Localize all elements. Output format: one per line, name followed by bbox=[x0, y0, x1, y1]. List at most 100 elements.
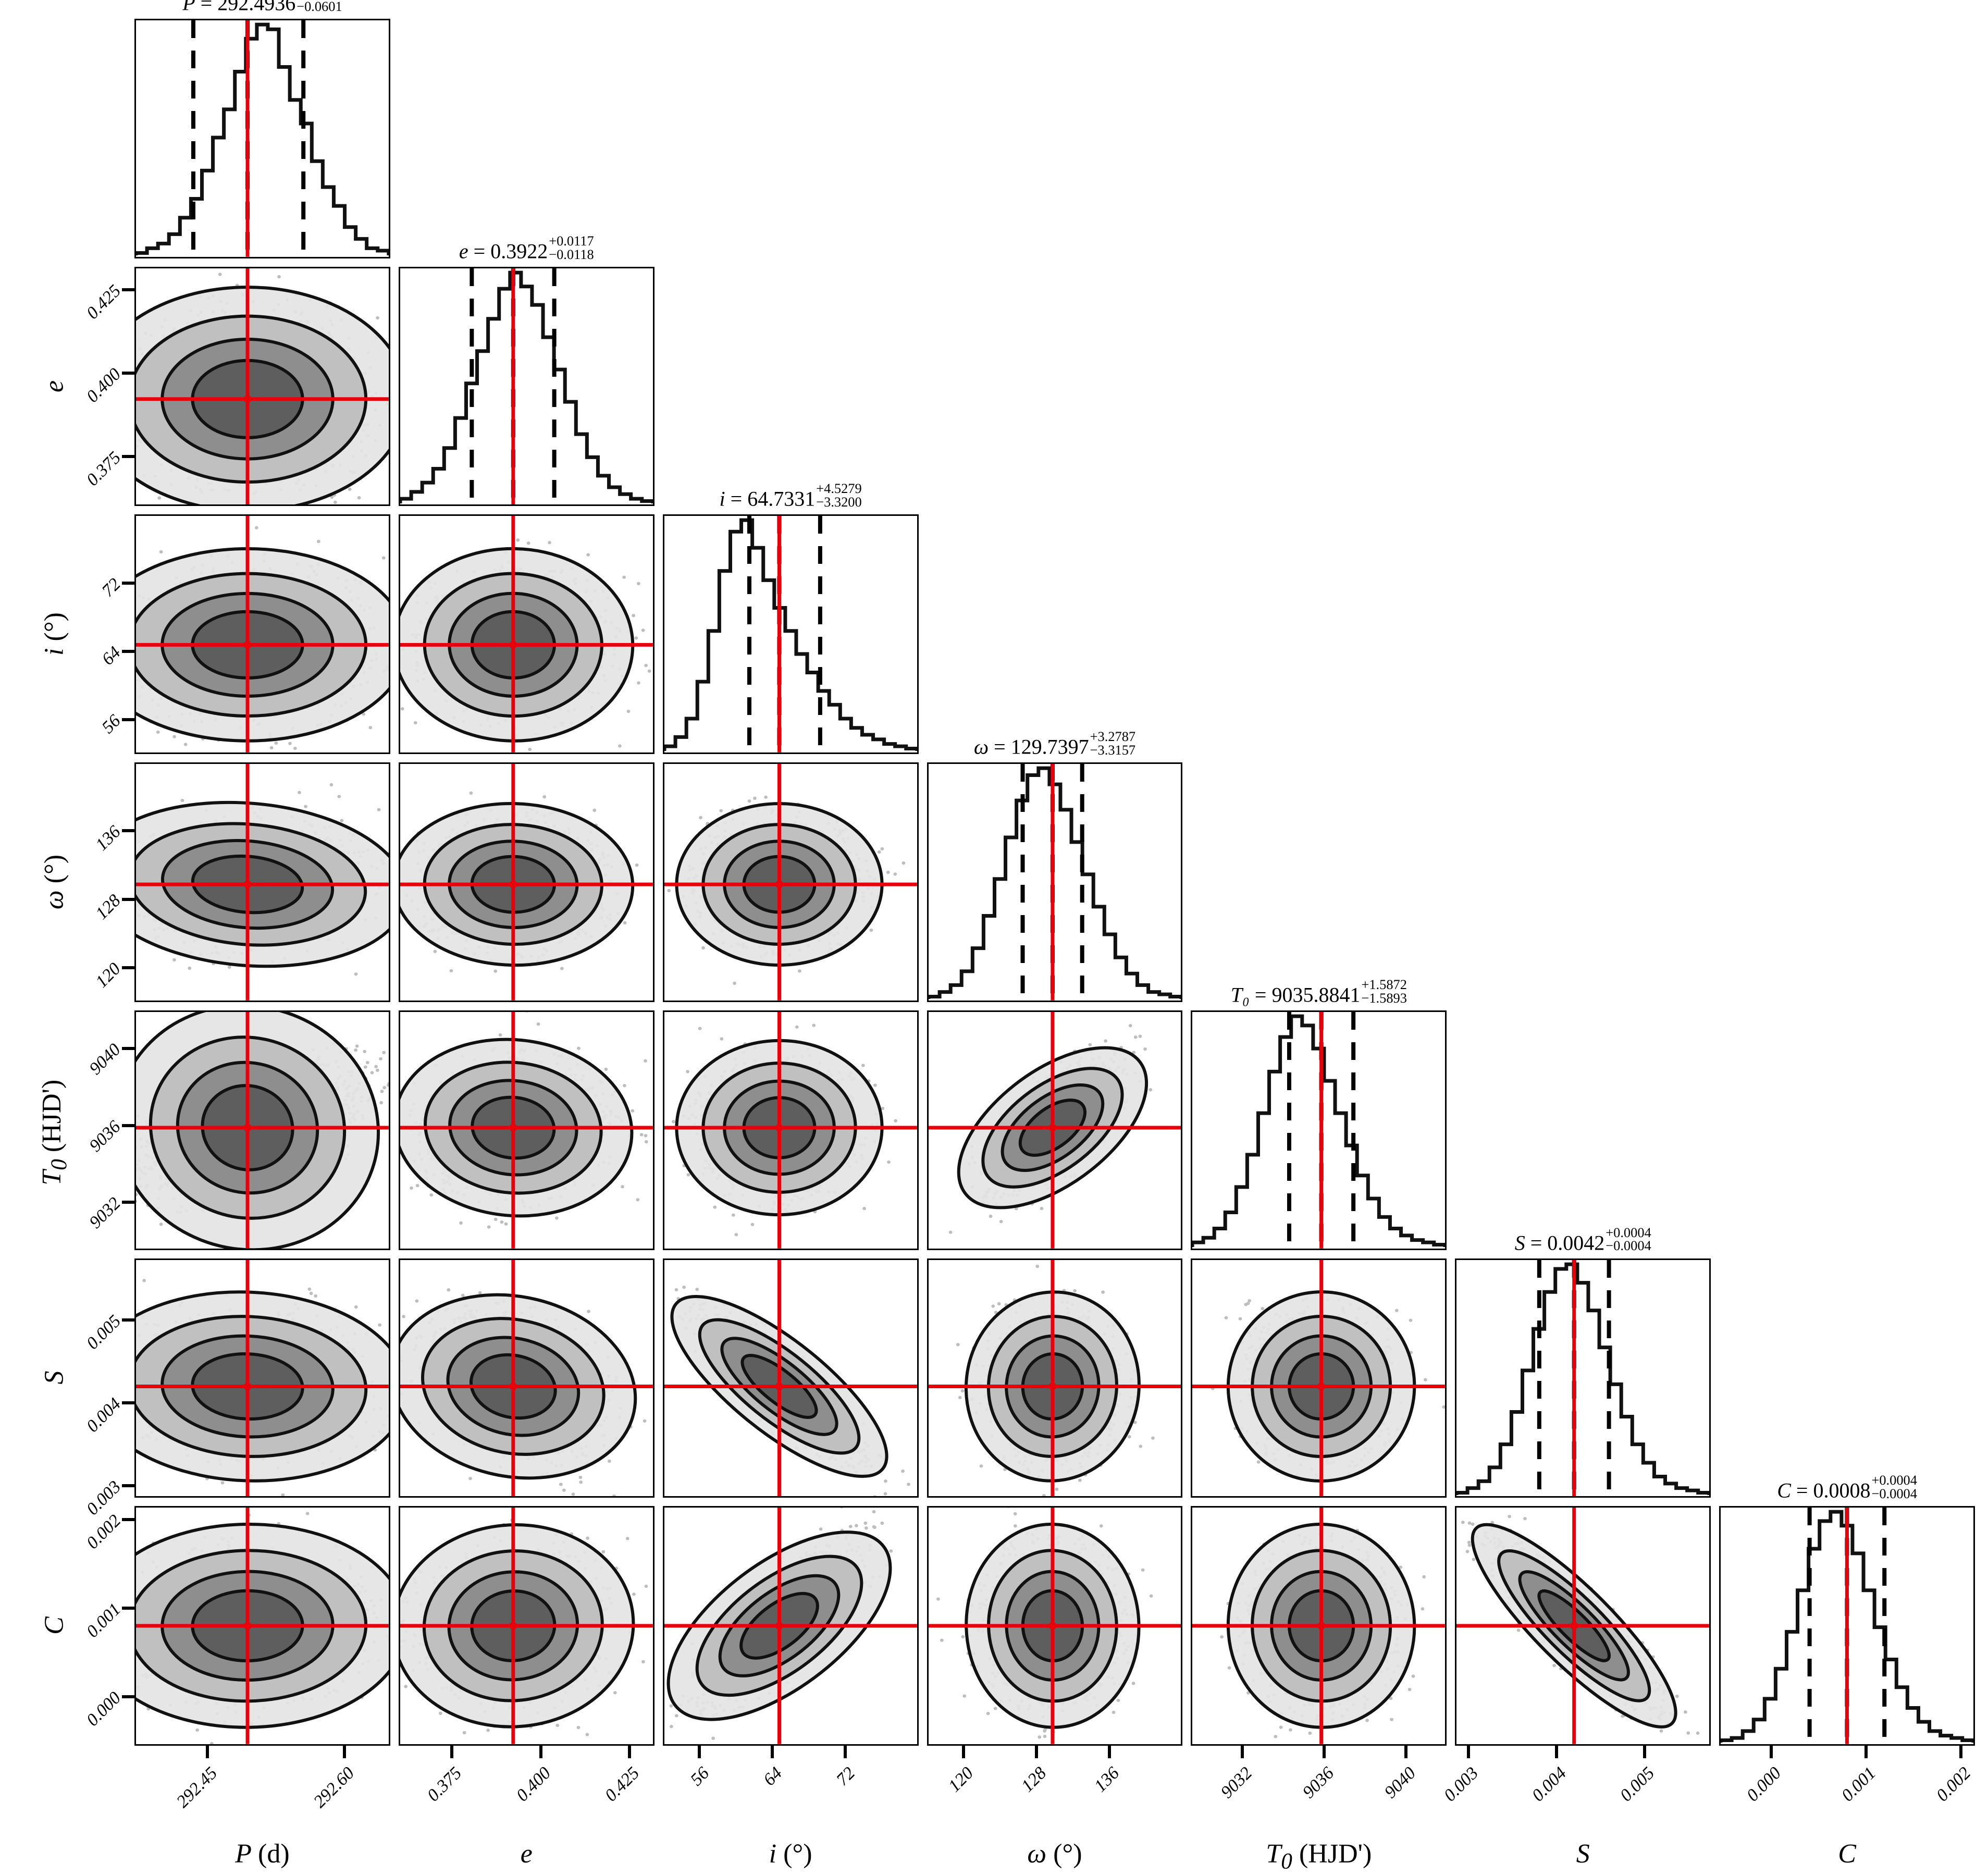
x-axis-label-T0: T0 (HJD') bbox=[1191, 1838, 1447, 1874]
joint-panel-T0-C bbox=[1191, 1506, 1447, 1746]
y-tick-label-T0: 9036 bbox=[85, 1117, 125, 1156]
y-tickmark bbox=[122, 1695, 134, 1699]
x-tickmark bbox=[1770, 1746, 1773, 1758]
title-err-up-i: +4.5279 bbox=[816, 482, 861, 496]
joint-panel-w-T0 bbox=[927, 1010, 1183, 1250]
x-tickmark bbox=[1322, 1746, 1326, 1758]
title-err-up-e: +0.0117 bbox=[549, 234, 594, 248]
title-errors-P: +0.0619−0.0601 bbox=[297, 0, 342, 14]
x-tickmark bbox=[539, 1746, 542, 1758]
joint-panel-i-C bbox=[662, 1506, 919, 1746]
y-tick-label-C: 0.001 bbox=[82, 1600, 125, 1642]
joint-panel-e-S bbox=[398, 1258, 655, 1498]
y-tick-label-w: 120 bbox=[92, 959, 125, 992]
hist-title-i: i = 64.7331 +4.5279 −3.3200 bbox=[663, 482, 919, 510]
title-value-e: 0.3922 bbox=[490, 239, 548, 263]
title-errors-T0: +1.5872 −1.5893 bbox=[1361, 978, 1406, 1005]
x-tickmark bbox=[697, 1746, 701, 1758]
title-errors-S: +0.0004 −0.0004 bbox=[1606, 1225, 1651, 1253]
y-tick-label-w: 136 bbox=[92, 822, 125, 855]
hist-panel-T0 bbox=[1191, 1010, 1447, 1250]
x-axis-label-C: C bbox=[1719, 1838, 1975, 1869]
x-axis-label-P: P (d) bbox=[134, 1838, 390, 1869]
x-tickmark bbox=[627, 1746, 631, 1758]
y-tickmark bbox=[122, 966, 134, 970]
title-errors-w: +3.2787 −3.3157 bbox=[1090, 730, 1135, 757]
y-tick-label-e: 0.375 bbox=[82, 448, 125, 490]
x-tickmark bbox=[1864, 1746, 1868, 1758]
y-tick-label-C: 0.000 bbox=[82, 1688, 125, 1731]
x-tickmark bbox=[450, 1746, 454, 1758]
x-tickmark bbox=[1643, 1746, 1647, 1758]
y-tickmark bbox=[122, 1318, 134, 1322]
y-axis-label-e: e bbox=[39, 303, 70, 470]
hist-title-e: e = 0.3922 +0.0117 −0.0118 bbox=[399, 234, 655, 262]
title-err-dn-T0: −1.5893 bbox=[1361, 991, 1406, 1005]
x-tickmark bbox=[206, 1746, 209, 1758]
title-err-up-C: +0.0004 bbox=[1871, 1473, 1917, 1487]
y-tickmark bbox=[122, 1047, 134, 1051]
title-symbol-e: e bbox=[459, 239, 468, 263]
hist-panel-C bbox=[1719, 1506, 1975, 1746]
y-tick-label-e: 0.425 bbox=[82, 281, 125, 324]
title-equals-T0: = bbox=[1255, 983, 1267, 1006]
y-tick-label-T0: 9040 bbox=[85, 1040, 125, 1079]
title-symbol-S: S bbox=[1515, 1231, 1525, 1254]
title-symbol-w: ω bbox=[974, 735, 989, 759]
y-tick-label-w: 128 bbox=[92, 891, 125, 923]
joint-panel-P-T0 bbox=[134, 1010, 390, 1250]
title-value-P: 292.4936 bbox=[217, 0, 295, 15]
hist-title-S: S = 0.0042 +0.0004 −0.0004 bbox=[1455, 1225, 1711, 1254]
y-tick-label-C: 0.002 bbox=[82, 1511, 125, 1553]
y-tickmark bbox=[122, 372, 134, 375]
joint-panel-w-S bbox=[927, 1258, 1183, 1498]
hist-title-C: C = 0.0008 +0.0004 −0.0004 bbox=[1719, 1473, 1975, 1502]
joint-panel-P-C bbox=[134, 1506, 390, 1746]
x-tickmark bbox=[1554, 1746, 1558, 1758]
title-symbol-C: C bbox=[1777, 1479, 1791, 1502]
x-tickmark bbox=[844, 1746, 847, 1758]
y-tick-label-i: 64 bbox=[98, 643, 125, 670]
hist-panel-w bbox=[927, 762, 1183, 1002]
joint-panel-i-w bbox=[662, 762, 919, 1002]
hist-panel-i bbox=[662, 514, 919, 755]
title-err-up-S: +0.0004 bbox=[1606, 1225, 1651, 1240]
y-tick-label-i: 72 bbox=[98, 574, 125, 601]
title-equals-C: = bbox=[1796, 1479, 1808, 1502]
y-tick-label-S: 0.004 bbox=[82, 1394, 125, 1437]
joint-panel-P-w bbox=[134, 762, 390, 1002]
joint-panel-i-T0 bbox=[662, 1010, 919, 1250]
title-err-dn-w: −3.3157 bbox=[1090, 743, 1135, 757]
joint-panel-e-i bbox=[398, 514, 655, 755]
title-err-dn-i: −3.3200 bbox=[816, 495, 861, 509]
y-tickmark bbox=[122, 581, 134, 585]
title-value-i: 64.7331 bbox=[747, 487, 815, 511]
joint-panel-P-S bbox=[134, 1258, 390, 1498]
joint-panel-S-C bbox=[1455, 1506, 1711, 1746]
x-axis-label-w: ω (°) bbox=[927, 1838, 1183, 1869]
title-equals-i: = bbox=[731, 487, 743, 511]
y-tickmark bbox=[122, 454, 134, 458]
title-value-S: 0.0042 bbox=[1547, 1231, 1604, 1254]
title-err-dn-C: −0.0004 bbox=[1871, 1487, 1917, 1501]
joint-panel-P-e bbox=[134, 266, 390, 507]
title-err-dn-P: −0.0601 bbox=[297, 0, 342, 14]
title-err-dn-e: −0.0118 bbox=[549, 247, 594, 262]
y-axis-label-w: ω (°) bbox=[39, 799, 70, 966]
y-tickmark bbox=[122, 829, 134, 833]
y-tickmark bbox=[122, 718, 134, 722]
hist-title-w: ω = 129.7397 +3.2787 −3.3157 bbox=[927, 730, 1183, 758]
y-axis-label-C: C bbox=[39, 1542, 70, 1709]
hist-title-T0: T₀ = 9035.8841 +1.5872 −1.5893 bbox=[1191, 978, 1447, 1006]
hist-title-P: P = 292.4936+0.0619−0.0601 bbox=[134, 0, 390, 14]
x-axis-label-e: e bbox=[399, 1838, 655, 1869]
title-equals-S: = bbox=[1530, 1231, 1542, 1254]
y-tick-label-T0: 9032 bbox=[85, 1193, 125, 1232]
y-tick-label-S: 0.005 bbox=[82, 1312, 125, 1354]
y-tickmark bbox=[122, 1484, 134, 1487]
x-axis-label-S: S bbox=[1455, 1838, 1711, 1869]
title-errors-i: +4.5279 −3.3200 bbox=[816, 482, 861, 509]
title-value-w: 129.7397 bbox=[1011, 735, 1089, 759]
y-axis-label-T0: T0 (HJD') bbox=[36, 1049, 72, 1216]
